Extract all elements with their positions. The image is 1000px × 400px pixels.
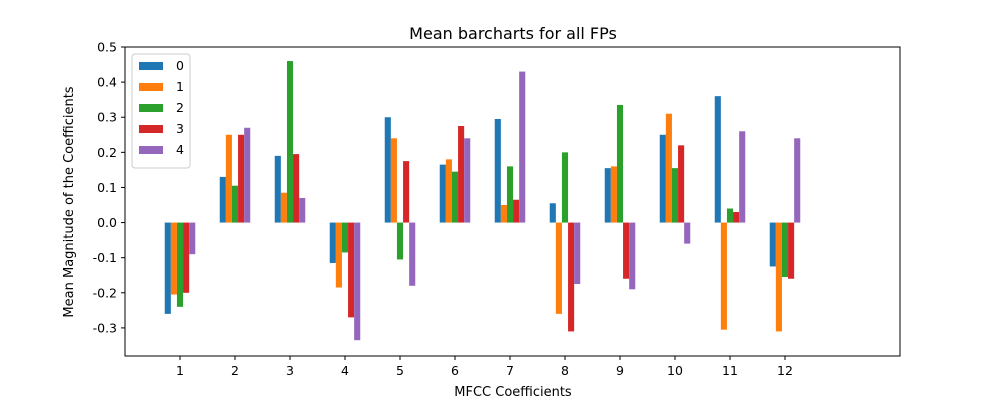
bar-series-4-cat-3 — [299, 197, 306, 223]
bar-series-1-cat-9 — [610, 166, 617, 223]
bar-series-4-cat-4 — [354, 222, 361, 341]
bar-series-3-cat-11 — [733, 212, 740, 223]
bar-series-2-cat-5 — [396, 222, 404, 260]
y-tick-label: 0.2 — [97, 145, 117, 160]
legend-label-0: 0 — [176, 58, 184, 73]
bar-series-3-cat-6 — [458, 126, 465, 223]
x-tick-label: 5 — [396, 363, 404, 378]
bar-series-1-cat-4 — [335, 222, 342, 288]
bar-series-4-cat-10 — [684, 222, 691, 244]
bar-series-2-cat-3 — [286, 61, 294, 223]
bar-series-0-cat-4 — [329, 222, 336, 263]
bar-series-3-cat-3 — [293, 154, 300, 223]
chart-title: Mean barcharts for all FPs — [409, 24, 617, 43]
x-axis-label: MFCC Coefficients — [454, 385, 572, 400]
bar-series-0-cat-9 — [604, 168, 611, 223]
bar-series-3-cat-2 — [238, 134, 245, 223]
bar-series-2-cat-1 — [176, 222, 184, 307]
bar-series-2-cat-7 — [506, 166, 514, 223]
bar-series-0-cat-10 — [659, 134, 666, 223]
bar-series-1-cat-5 — [390, 138, 397, 223]
y-tick-label: -0.1 — [93, 250, 117, 265]
bar-series-2-cat-6 — [451, 171, 459, 223]
bar-series-0-cat-1 — [164, 222, 171, 314]
bar-series-4-cat-1 — [189, 222, 196, 255]
bar-series-1-cat-11 — [720, 222, 727, 330]
y-tick-label: 0.0 — [97, 215, 117, 230]
x-tick-label: 7 — [506, 363, 514, 378]
bar-series-0-cat-5 — [384, 117, 391, 223]
ticks-group: 1 2 3 4 5 6 7 8 9 10 11 12-0.3-0.2-0.10.00.10.20.30… — [93, 40, 793, 379]
bar-series-1-cat-8 — [555, 222, 562, 314]
bar-series-0-cat-12 — [769, 222, 776, 267]
bar-series-3-cat-5 — [403, 161, 410, 223]
x-tick-label: 6 — [451, 363, 459, 378]
y-tick-label: 0.1 — [97, 180, 117, 195]
x-tick-label: 4 — [341, 363, 349, 378]
legend-swatch-3 — [139, 125, 163, 133]
bar-series-3-cat-10 — [678, 145, 685, 223]
bar-series-4-cat-8 — [574, 222, 581, 285]
legend-label-4: 4 — [176, 142, 184, 157]
bar-series-1-cat-10 — [665, 113, 672, 223]
bar-series-0-cat-6 — [439, 164, 446, 223]
bar-series-2-cat-11 — [726, 208, 734, 223]
bar-series-2-cat-4 — [341, 222, 349, 253]
bar-series-4-cat-6 — [464, 138, 471, 223]
bar-series-3-cat-4 — [348, 222, 355, 318]
legend-swatch-2 — [139, 104, 163, 112]
bar-series-4-cat-11 — [739, 131, 746, 223]
y-tick-label: -0.3 — [93, 320, 117, 335]
bar-series-0-cat-7 — [494, 118, 501, 223]
bar-series-0-cat-8 — [549, 203, 556, 223]
bar-series-3-cat-1 — [183, 222, 190, 293]
x-tick-label: 11 — [722, 363, 738, 378]
legend-label-3: 3 — [176, 121, 184, 136]
x-tick-label: 3 — [286, 363, 294, 378]
x-tick-label: 8 — [561, 363, 569, 378]
axes-frame — [124, 46, 901, 357]
bar-series-4-cat-12 — [794, 138, 801, 223]
y-tick-label: 0.3 — [97, 110, 117, 125]
x-tick-label: 2 — [231, 363, 239, 378]
bars-group — [164, 61, 801, 341]
bar-series-1-cat-3 — [280, 192, 287, 223]
bar-series-3-cat-9 — [623, 222, 630, 279]
bar-series-2-cat-2 — [231, 185, 239, 223]
y-tick-label: 0.4 — [97, 75, 117, 90]
bar-series-0-cat-3 — [274, 155, 281, 223]
bar-series-0-cat-2 — [219, 176, 226, 223]
x-tick-label: 10 — [667, 363, 683, 378]
bar-series-1-cat-12 — [775, 222, 782, 332]
bar-series-1-cat-6 — [445, 159, 452, 223]
bar-series-2-cat-10 — [671, 168, 679, 223]
bar-series-2-cat-8 — [561, 152, 569, 223]
bar-series-3-cat-7 — [513, 199, 520, 223]
bar-series-1-cat-1 — [170, 222, 177, 295]
bar-series-1-cat-7 — [500, 205, 507, 223]
legend: 0 1 2 3 4 — [131, 53, 191, 169]
bar-series-3-cat-12 — [788, 222, 795, 279]
x-tick-label: 12 — [777, 363, 793, 378]
y-tick-label: 0.5 — [97, 40, 117, 55]
x-tick-label: 1 — [176, 363, 184, 378]
bar-series-4-cat-2 — [244, 127, 251, 223]
bar-series-4-cat-7 — [519, 71, 526, 223]
legend-label-1: 1 — [176, 79, 184, 94]
legend-label-2: 2 — [176, 100, 184, 115]
bar-series-2-cat-12 — [781, 222, 789, 277]
bar-series-2-cat-9 — [616, 104, 624, 223]
bar-series-3-cat-8 — [568, 222, 575, 332]
x-tick-label: 9 — [616, 363, 624, 378]
bar-series-4-cat-9 — [629, 222, 636, 290]
y-axis-label: Mean Magnitude of the Coefficients — [62, 86, 77, 317]
bar-series-1-cat-2 — [225, 134, 232, 223]
legend-swatch-0 — [139, 62, 163, 70]
legend-swatch-1 — [139, 83, 163, 91]
bar-series-4-cat-5 — [409, 222, 416, 286]
y-tick-label: -0.2 — [93, 285, 117, 300]
bar-series-0-cat-11 — [714, 96, 721, 223]
legend-swatch-4 — [139, 146, 163, 154]
